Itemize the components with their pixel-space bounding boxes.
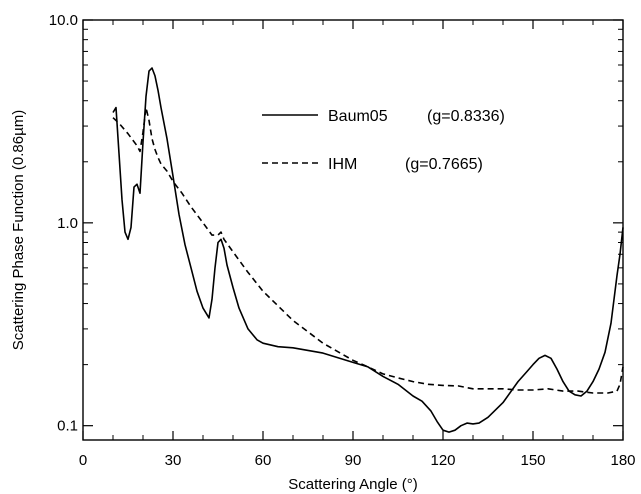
- y-axis-label: Scattering Phase Function (0.86µm): [10, 110, 27, 350]
- x-tick-label: 60: [255, 452, 272, 469]
- y-tick-label: 1.0: [57, 215, 78, 232]
- legend: Baum05 (g=0.8336) IHM (g=0.7665): [262, 108, 505, 173]
- x-tick-label: 0: [79, 452, 87, 469]
- x-tick-label: 90: [345, 452, 362, 469]
- y-tick-label: 10.0: [49, 12, 78, 29]
- legend-annotation-baum05: (g=0.8336): [427, 108, 505, 125]
- legend-label-baum05: Baum05: [328, 108, 388, 125]
- plot-frame: [82, 19, 624, 441]
- x-tick-label: 120: [430, 452, 455, 469]
- x-axis: 0 30 60 90 120 150 180: [79, 20, 636, 469]
- legend-annotation-ihm: (g=0.7665): [405, 156, 483, 173]
- y-axis: 0.1 1.0 10.0: [49, 12, 623, 435]
- y-tick-label: 0.1: [57, 418, 78, 435]
- legend-label-ihm: IHM: [328, 156, 357, 173]
- x-axis-label: Scattering Angle (°): [288, 476, 417, 493]
- series-line-baum05: [112, 67, 624, 433]
- x-tick-label: 30: [165, 452, 182, 469]
- series-group: [112, 67, 624, 433]
- series-line-ihm: [112, 106, 624, 394]
- x-tick-label: 150: [520, 452, 545, 469]
- x-tick-label: 180: [610, 452, 635, 469]
